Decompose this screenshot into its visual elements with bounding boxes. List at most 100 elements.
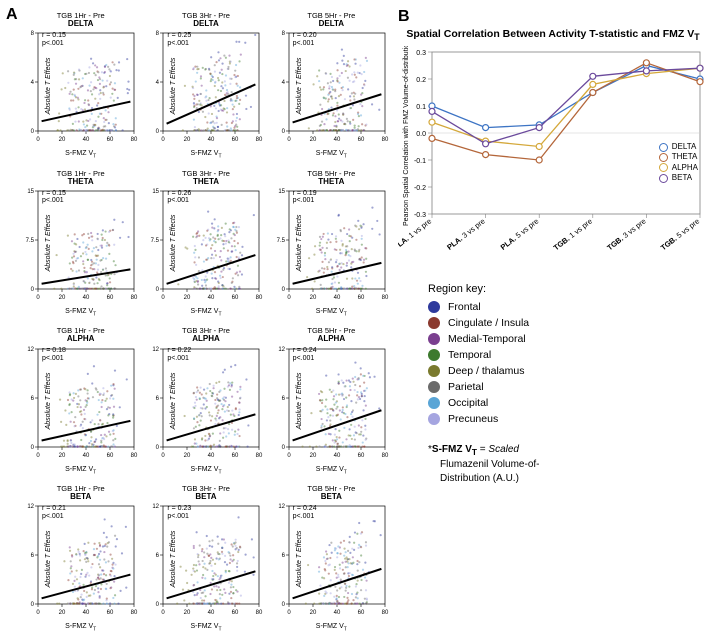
svg-text:40: 40 [333, 453, 340, 459]
scatter-xlabel: S-FMZ VT [273, 150, 390, 159]
region-key: Region key: FrontalCingulate / InsulaMed… [428, 283, 708, 429]
region-key-dot [428, 381, 440, 393]
scatter-cell: TGB 1Hr - PreTHETA02040608007.515r = 0.1… [22, 170, 139, 318]
svg-text:80: 80 [381, 137, 388, 143]
scatter-xlabel: S-FMZ VT [147, 623, 264, 632]
svg-text:PLA. 3 vs pre: PLA. 3 vs pre [445, 217, 487, 252]
region-key-item: Temporal [428, 349, 708, 361]
svg-text:-0.2: -0.2 [414, 185, 426, 192]
svg-text:12: 12 [27, 504, 34, 510]
svg-text:0: 0 [287, 137, 291, 143]
svg-text:TGB. 5 vs pre: TGB. 5 vs pre [659, 217, 701, 253]
scatter-svg: 020406080048 [22, 29, 138, 145]
svg-text:7.5: 7.5 [151, 238, 160, 244]
region-key-label: Occipital [448, 397, 488, 409]
svg-text:0: 0 [162, 137, 166, 143]
svg-text:0: 0 [36, 453, 40, 459]
svg-text:8: 8 [31, 31, 35, 37]
scatter-svg: 020406080048 [273, 29, 389, 145]
svg-text:80: 80 [131, 610, 138, 616]
scatter-ylabel: Absolute T Effects [170, 373, 177, 430]
svg-text:4: 4 [31, 80, 35, 86]
scatter-xlabel: S-FMZ VT [273, 623, 390, 632]
scatter-stats: r = 0.21p<.001 [42, 505, 66, 520]
svg-text:6: 6 [156, 396, 160, 402]
svg-text:PLA. 5 vs pre: PLA. 5 vs pre [499, 217, 541, 252]
region-key-label: Cingulate / Insula [448, 317, 529, 329]
svg-text:0: 0 [156, 287, 160, 293]
region-key-dot [428, 397, 440, 409]
svg-text:15: 15 [153, 189, 160, 195]
legend-label: BETA [672, 173, 692, 183]
line-legend: DELTATHETAALPHABETA [659, 142, 698, 184]
scatter-stats: r = 0.26p<.001 [167, 190, 191, 205]
legend-marker [659, 174, 668, 183]
scatter-xlabel: S-FMZ VT [147, 150, 264, 159]
legend-item: ALPHA [659, 163, 698, 173]
region-key-item: Frontal [428, 301, 708, 313]
svg-text:60: 60 [357, 610, 364, 616]
svg-text:20: 20 [309, 453, 316, 459]
scatter-xlabel: S-FMZ VT [147, 308, 264, 317]
svg-text:0: 0 [281, 602, 285, 608]
svg-text:60: 60 [232, 453, 239, 459]
scatter-title: TGB 3Hr - PreBETA [147, 485, 264, 501]
svg-text:20: 20 [59, 453, 66, 459]
svg-text:7.5: 7.5 [26, 238, 35, 244]
scatter-svg: 0204060800612 [22, 345, 138, 461]
legend-label: THETA [672, 152, 698, 162]
svg-text:80: 80 [256, 137, 263, 143]
svg-text:40: 40 [333, 137, 340, 143]
svg-text:40: 40 [83, 453, 90, 459]
svg-text:80: 80 [256, 610, 263, 616]
legend-marker [659, 163, 668, 172]
scatter-xlabel: S-FMZ VT [273, 308, 390, 317]
svg-text:0: 0 [281, 445, 285, 451]
svg-text:0.1: 0.1 [416, 104, 426, 111]
footnote-bold: S-FMZ V [432, 444, 472, 455]
scatter-cell: TGB 3Hr - PreALPHA0204060800612r = 0.22p… [147, 327, 264, 475]
svg-text:0: 0 [36, 137, 40, 143]
svg-text:40: 40 [208, 453, 215, 459]
svg-text:0: 0 [31, 129, 35, 135]
svg-text:80: 80 [256, 453, 263, 459]
scatter-stats: r = 0.15p<.001 [42, 190, 66, 205]
region-key-item: Cingulate / Insula [428, 317, 708, 329]
legend-item: THETA [659, 152, 698, 162]
svg-text:80: 80 [381, 295, 388, 301]
svg-text:0: 0 [156, 445, 160, 451]
svg-text:0: 0 [156, 602, 160, 608]
svg-text:40: 40 [83, 610, 90, 616]
region-key-label: Medial-Temporal [448, 333, 526, 345]
svg-text:0: 0 [162, 453, 166, 459]
svg-text:20: 20 [59, 137, 66, 143]
svg-text:6: 6 [31, 396, 35, 402]
svg-text:60: 60 [107, 295, 114, 301]
figure-container: A TGB 1Hr - PreDELTA020406080048r = 0.15… [0, 0, 714, 546]
svg-text:80: 80 [381, 610, 388, 616]
region-key-item: Medial-Temporal [428, 333, 708, 345]
scatter-svg: 02040608007.515 [147, 187, 263, 303]
svg-text:20: 20 [59, 610, 66, 616]
line-chart-title: Spatial Correlation Between Activity T-s… [398, 28, 708, 42]
svg-text:80: 80 [131, 137, 138, 143]
region-key-dot [428, 333, 440, 345]
legend-marker [659, 153, 668, 162]
svg-text:6: 6 [281, 553, 285, 559]
scatter-svg: 020406080048 [147, 29, 263, 145]
region-key-label: Precuneus [448, 413, 498, 425]
region-key-label: Deep / thalamus [448, 365, 524, 377]
svg-text:15: 15 [278, 189, 285, 195]
scatter-ylabel: Absolute T Effects [45, 530, 52, 587]
svg-text:TGB. 3 vs pre: TGB. 3 vs pre [605, 217, 647, 253]
svg-text:80: 80 [131, 295, 138, 301]
scatter-svg: 0204060800612 [147, 345, 263, 461]
panel-b-label: B [398, 8, 708, 26]
region-key-item: Deep / thalamus [428, 365, 708, 377]
svg-text:40: 40 [83, 137, 90, 143]
svg-text:20: 20 [184, 137, 191, 143]
footnote-line3: Distribution (A.U.) [440, 472, 708, 486]
legend-item: DELTA [659, 142, 698, 152]
scatter-cell: TGB 1Hr - PreBETA0204060800612r = 0.21p<… [22, 485, 139, 633]
region-key-dot [428, 349, 440, 361]
